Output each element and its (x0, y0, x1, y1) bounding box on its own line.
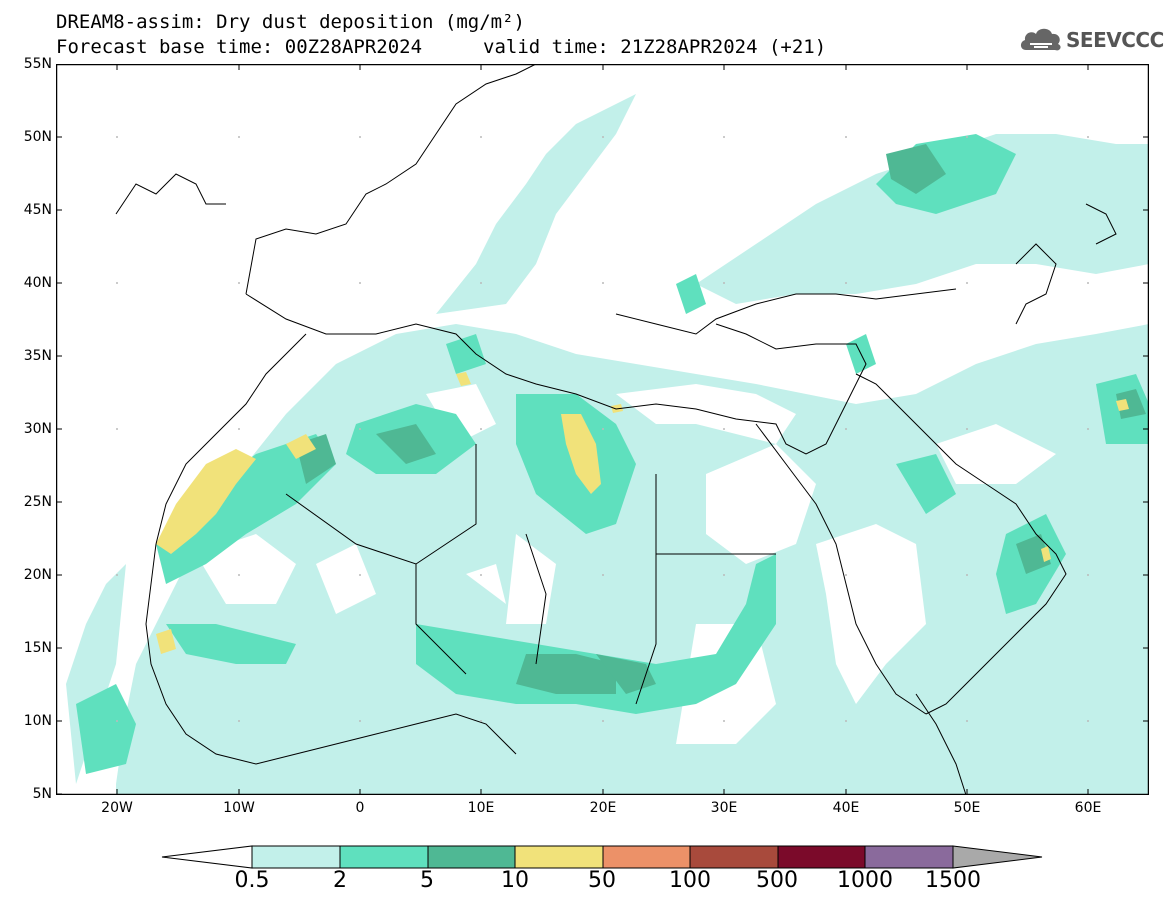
lat-label-20n: 20N (23, 567, 52, 583)
lat-label-40n: 40N (23, 275, 52, 291)
level-5-areas (296, 144, 1146, 694)
level-10-areas (156, 372, 1129, 654)
valid-time: valid time: 21Z28APR2024 (+21) (483, 36, 827, 58)
map-panel (56, 64, 1149, 795)
lat-label-55n: 55N (23, 56, 52, 72)
colorbar-label: 1500 (925, 868, 981, 893)
lon-label-30e: 30E (710, 800, 738, 816)
dust-deposition-field (66, 94, 1149, 795)
graticule-dots (116, 136, 1089, 722)
colorbar-swatch-8 (864, 845, 954, 869)
colorbar-under-arrow (161, 845, 253, 869)
logo-text: SEEVCCC (1066, 28, 1164, 52)
map-title: DREAM8-assim: Dry dust deposition (mg/m²… (56, 11, 525, 33)
colorbar-label: 500 (756, 868, 798, 893)
colorbar-swatch-3 (427, 845, 516, 869)
axis-ticks (56, 64, 1149, 795)
colorbar-label: 1000 (837, 868, 893, 893)
colorbar-label: 100 (669, 868, 711, 893)
coastlines-and-borders (115, 64, 1117, 795)
lat-label-45n: 45N (23, 202, 52, 218)
lon-label-10w: 10W (223, 800, 255, 816)
seevccc-logo: SEEVCCC (1018, 22, 1164, 56)
colorbar-label: 10 (501, 868, 529, 893)
lat-label-30n: 30N (23, 421, 52, 437)
lat-label-5n: 5N (32, 786, 52, 802)
colorbar-label: 2 (333, 868, 347, 893)
lat-label-50n: 50N (23, 129, 52, 145)
lon-label-0: 0 (355, 800, 365, 816)
colorbar-swatch-1 (251, 845, 341, 869)
lat-label-35n: 35N (23, 348, 52, 364)
forecast-base-time: Forecast base time: 00Z28APR2024 (56, 36, 423, 58)
lon-label-10e: 10E (467, 800, 495, 816)
lon-label-20w: 20W (101, 800, 133, 816)
lon-label-60e: 60E (1074, 800, 1102, 816)
colorbar-label: 50 (588, 868, 616, 893)
colorbar-label: 5 (420, 868, 434, 893)
lon-label-20e: 20E (589, 800, 617, 816)
lat-label-10n: 10N (23, 713, 52, 729)
lat-label-25n: 25N (23, 494, 52, 510)
colorbar-swatch-7 (777, 845, 866, 869)
colorbar-swatch-2 (339, 845, 429, 869)
colorbar (161, 845, 1043, 869)
cloud-logo-icon (1020, 28, 1061, 51)
colorbar-over-arrow (952, 845, 1043, 869)
lat-label-15n: 15N (23, 640, 52, 656)
colorbar-swatch-5 (602, 845, 691, 869)
lon-label-40e: 40E (832, 800, 860, 816)
lon-label-50e: 50E (953, 800, 981, 816)
colorbar-swatch-4 (514, 845, 604, 869)
colorbar-label: 0.5 (234, 868, 270, 893)
colorbar-swatch-6 (689, 845, 779, 869)
